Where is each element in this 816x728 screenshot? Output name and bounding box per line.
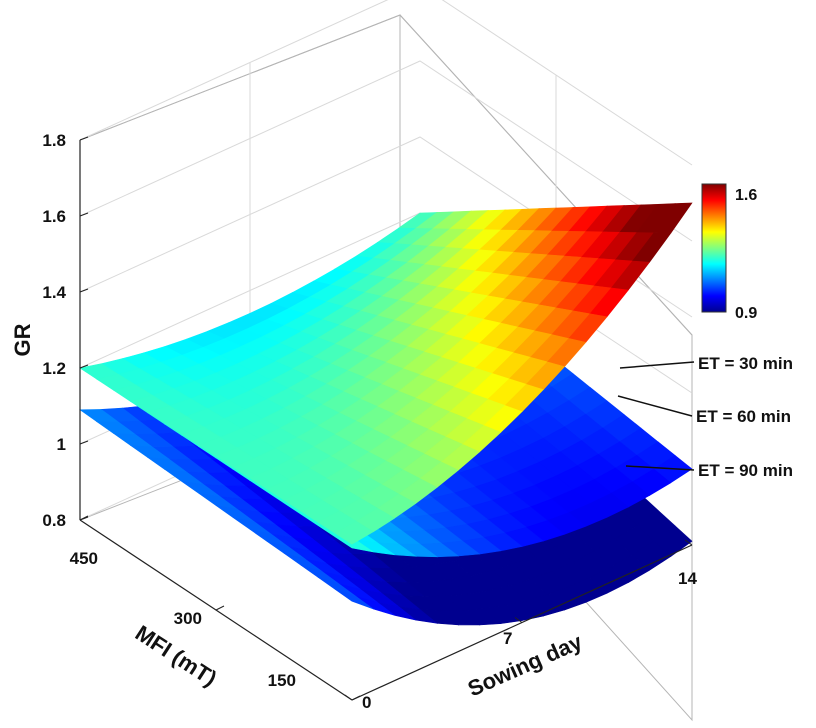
mfi-tick-labels: 450 300 150 [70,549,296,690]
annotation-leader-90 [625,465,695,471]
annotation-et-90: ET = 90 min [698,461,793,480]
z-tick-mark [79,440,89,445]
surface-cell [334,588,374,610]
z-tick-mark [79,364,89,369]
z-tick-label: 1.2 [42,359,66,378]
sowing-tick-labels: 0 7 14 [362,569,697,712]
z-gridline [79,60,693,242]
z-axis-label: GR [10,323,35,356]
series-annotations: ET = 30 min ET = 60 min ET = 90 min [617,354,793,480]
z-gridline [79,0,693,166]
tick-marks [79,136,693,701]
z-tick-mark [79,136,89,141]
mfi-tick-label: 300 [174,609,202,628]
colorbar-min-label: 0.9 [735,305,757,322]
z-tick-label: 1.4 [42,283,66,302]
surface-series [79,202,693,545]
annotation-et-60: ET = 60 min [696,407,791,426]
mfi-tick-mark [79,515,89,521]
sowing-tick-label: 7 [503,629,512,648]
sowing-tick-mark [684,539,693,546]
sowing-axis-label: Sowing day [464,629,587,702]
colorbar-max-label: 1.6 [735,187,757,204]
surface-cell [334,520,374,545]
z-tick-label: 1 [57,435,66,454]
annotation-leader-30 [619,361,695,369]
mfi-axis-label: MFI (mT) [131,620,221,691]
colorbar: 1.6 0.9 [701,183,757,322]
annotation-et-30: ET = 30 min [698,354,793,373]
mfi-tick-label: 150 [268,671,296,690]
z-tick-mark [79,212,89,217]
annotation-leader-60 [617,395,693,417]
z-tick-label: 0.8 [42,511,66,530]
sowing-tick-mark [514,617,523,623]
mfi-tick-mark [351,695,361,701]
sowing-tick-label: 0 [362,693,371,712]
z-tick-labels: 0.8 1 1.2 1.4 1.6 1.8 [42,131,66,530]
z-tick-mark [79,288,89,293]
sowing-tick-mark [344,694,353,701]
sowing-tick-label: 14 [678,569,697,588]
mfi-tick-mark [215,605,225,611]
surfaces [79,202,693,626]
mfi-tick-label: 450 [70,549,98,568]
z-tick-label: 1.6 [42,207,66,226]
colorbar-gradient [701,183,727,313]
z-tick-label: 1.8 [42,131,66,150]
